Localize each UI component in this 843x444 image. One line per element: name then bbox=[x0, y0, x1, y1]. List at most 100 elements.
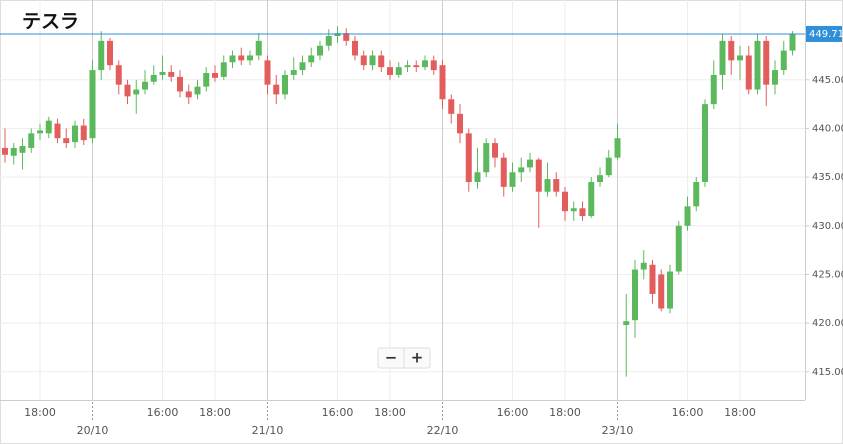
candle-body bbox=[474, 172, 481, 182]
candle-body bbox=[518, 167, 525, 173]
zoom-in-button[interactable]: + bbox=[411, 349, 424, 367]
y-tick-label: 425.00 bbox=[812, 269, 843, 280]
candle-body bbox=[80, 125, 87, 141]
candle-body bbox=[37, 130, 43, 134]
y-tick-label: 415.00 bbox=[812, 367, 843, 378]
candle-body bbox=[133, 89, 140, 95]
time-label: 16:00 bbox=[672, 406, 704, 419]
time-label: 18:00 bbox=[24, 406, 56, 419]
candle-body bbox=[168, 72, 175, 77]
candle-body bbox=[422, 60, 428, 68]
candle-body bbox=[492, 143, 498, 158]
candle-body bbox=[457, 113, 463, 134]
candle-body bbox=[107, 40, 113, 66]
time-label: 16:00 bbox=[497, 406, 529, 419]
candle-body bbox=[737, 55, 743, 61]
candle-body bbox=[483, 143, 490, 173]
candle-body bbox=[247, 55, 253, 61]
candle-body bbox=[527, 159, 533, 168]
zoom-out-button[interactable]: − bbox=[385, 349, 398, 367]
candle-body bbox=[500, 157, 507, 187]
chart-title: テスラ bbox=[22, 11, 79, 33]
candle-body bbox=[220, 62, 227, 77]
candle-body bbox=[710, 74, 717, 105]
candle-body bbox=[72, 125, 78, 143]
candle-body bbox=[448, 99, 455, 114]
candle-body bbox=[290, 70, 297, 75]
candle-body bbox=[369, 55, 376, 66]
candle-body bbox=[579, 208, 586, 217]
candle-body bbox=[282, 74, 288, 95]
candle-body bbox=[159, 72, 166, 75]
candle-body bbox=[562, 191, 568, 212]
candle-body bbox=[264, 60, 271, 85]
last-price-label: 449.71 bbox=[809, 29, 843, 40]
time-label: 18:00 bbox=[199, 406, 231, 419]
date-label: 20/10 bbox=[77, 424, 109, 437]
candle-body bbox=[413, 65, 420, 68]
candle-body bbox=[177, 76, 183, 92]
candle-body bbox=[465, 133, 472, 182]
candle-body bbox=[649, 264, 656, 294]
candle-body bbox=[19, 145, 26, 153]
candle-body bbox=[352, 40, 358, 56]
candle-body bbox=[754, 40, 761, 90]
y-tick-label: 440.00 bbox=[812, 123, 843, 134]
candle-body bbox=[588, 181, 595, 217]
candle-body bbox=[553, 179, 560, 192]
time-label: 18:00 bbox=[374, 406, 406, 419]
candle-body bbox=[535, 159, 542, 192]
date-label: 21/10 bbox=[252, 424, 284, 437]
candles bbox=[2, 26, 796, 377]
candle-body bbox=[387, 67, 393, 75]
candle-body bbox=[684, 206, 691, 226]
candle-body bbox=[789, 33, 796, 51]
candle-body bbox=[10, 147, 17, 156]
candle-body bbox=[2, 147, 8, 155]
candle-body bbox=[544, 179, 551, 192]
candle-body bbox=[98, 40, 105, 71]
candle-body bbox=[142, 81, 148, 90]
candle-body bbox=[780, 50, 787, 71]
candle-body bbox=[28, 133, 35, 148]
candle-body bbox=[229, 55, 236, 63]
y-tick-label: 420.00 bbox=[812, 318, 843, 329]
candle-body bbox=[404, 65, 411, 68]
candle-body bbox=[299, 62, 306, 71]
candle-body bbox=[623, 321, 630, 326]
candle-body bbox=[150, 74, 157, 82]
candle-body bbox=[605, 157, 612, 176]
candle-body bbox=[273, 84, 280, 95]
candle-body bbox=[238, 55, 245, 61]
candle-body bbox=[702, 104, 708, 182]
candle-body bbox=[185, 91, 192, 98]
candle-body bbox=[570, 208, 577, 212]
y-tick-label: 445.00 bbox=[812, 75, 843, 86]
time-label: 16:00 bbox=[322, 406, 354, 419]
y-tick-label: 430.00 bbox=[812, 221, 843, 232]
candle-body bbox=[334, 33, 341, 37]
candle-body bbox=[745, 55, 752, 90]
candle-body bbox=[194, 86, 201, 95]
last-price-box bbox=[806, 25, 842, 42]
date-label: 22/10 bbox=[427, 424, 459, 437]
candle-body bbox=[115, 65, 122, 85]
zoom-controls: − + bbox=[377, 347, 431, 369]
candle-body bbox=[632, 269, 638, 321]
candle-body bbox=[728, 40, 735, 61]
candle-body bbox=[124, 84, 131, 97]
candle-body bbox=[667, 271, 673, 309]
time-label: 18:00 bbox=[724, 406, 756, 419]
candle-body bbox=[658, 274, 665, 309]
time-label: 18:00 bbox=[549, 406, 581, 419]
candle-body bbox=[439, 65, 446, 100]
time-label: 16:00 bbox=[147, 406, 179, 419]
date-label: 23/10 bbox=[602, 424, 634, 437]
candle-body bbox=[212, 72, 218, 78]
candle-body bbox=[54, 123, 61, 139]
candle-body bbox=[317, 45, 323, 56]
candle-body bbox=[360, 55, 367, 66]
candle-body bbox=[693, 181, 700, 207]
